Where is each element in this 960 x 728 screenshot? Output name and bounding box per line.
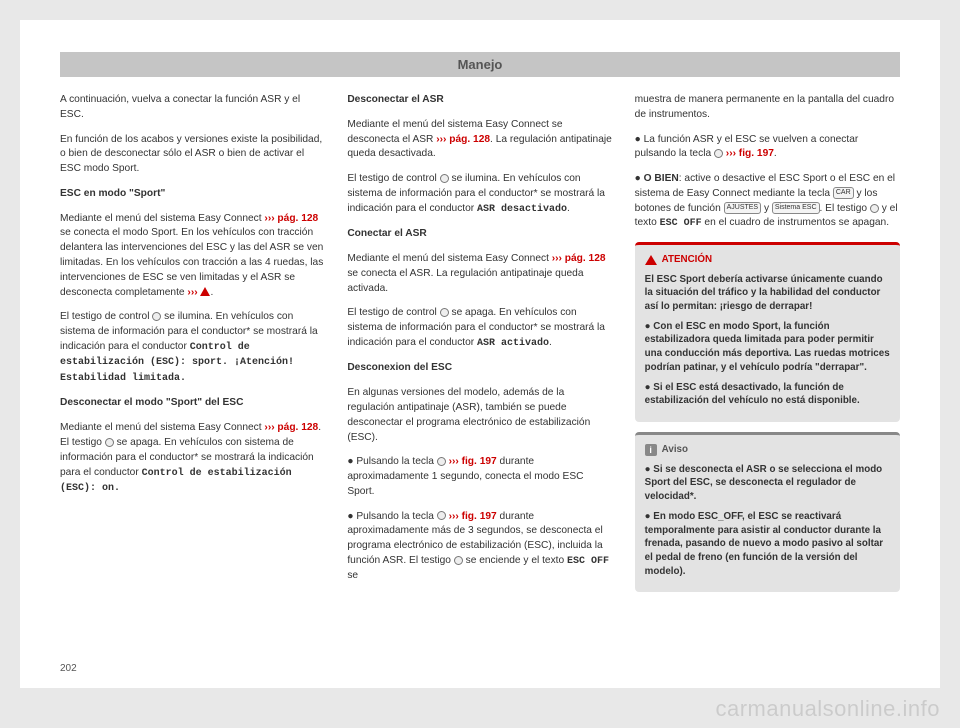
subheading: ESC en modo "Sport" [60,187,325,202]
text: El testigo de control [60,311,152,322]
paragraph: En función de los acabos y versiones exi… [60,133,325,177]
fig-ref-link[interactable]: ››› fig. 197 [449,456,497,467]
paragraph: A continuación, vuelva a conectar la fun… [60,93,325,123]
bullet-item: ● O BIEN: active o desactive el ESC Spor… [635,172,900,232]
notice-text: ● Si se desconecta el ASR o se seleccion… [645,463,890,504]
bullet-item: ● Pulsando la tecla ››› fig. 197 durante… [347,455,612,499]
esc-indicator-icon [152,312,161,321]
esc-indicator-icon [454,556,463,565]
bullet-item: ● Pulsando la tecla ››› fig. 197 durante… [347,510,612,585]
ajustes-button-icon: AJUSTES [724,202,762,214]
esc-indicator-icon [870,204,879,213]
page-ref-link[interactable]: ››› pág. 128 [264,422,318,433]
notice-title: i Aviso [645,443,890,457]
warning-text: El ESC Sport debería activarse únicament… [645,273,890,314]
page-ref-link[interactable]: ››› pág. 128 [264,213,318,224]
notice-text: ● En modo ESC_OFF, el ESC se reactivará … [645,510,890,579]
warning-box: ATENCIÓN El ESC Sport debería activarse … [635,242,900,422]
warning-text: ● Si el ESC está desactivado, la función… [645,381,890,408]
page-ref-link[interactable]: ››› pág. 128 [552,253,606,264]
fig-ref-link[interactable]: ››› fig. 197 [449,511,497,522]
notice-box: i Aviso ● Si se desconecta el ASR o se s… [635,432,900,592]
text-bold: O BIEN [644,173,679,184]
manual-page: Manejo A continuación, vuelva a conectar… [20,20,940,688]
paragraph: El testigo de control se apaga. En vehíc… [347,306,612,351]
subheading: Conectar el ASR [347,227,612,242]
text: . [567,203,570,214]
esc-button-icon [437,511,446,520]
text: se [347,570,358,581]
fig-ref-link[interactable]: ››› fig. 197 [726,148,774,159]
display-text: ASR activado [477,338,549,349]
text: se enciende y el texto [463,555,567,566]
subheading: Desconectar el ASR [347,93,612,108]
car-button-icon: CAR [833,187,854,199]
text: El testigo de control [347,173,439,184]
display-text: ASR desactivado [477,204,567,215]
page-ref-link[interactable]: ››› pág. 128 [436,134,490,145]
warning-triangle-icon [645,255,657,265]
bullet-item: ● La función ASR y el ESC se vuelven a c… [635,133,900,163]
text: y [761,203,772,214]
page-header: Manejo [60,52,900,77]
paragraph: El testigo de control se ilumina. En veh… [60,310,325,386]
text: . [210,287,213,298]
paragraph: Mediante el menú del sistema Easy Connec… [60,212,325,301]
subheading: Desconectar el modo "Sport" del ESC [60,396,325,411]
display-text: ESC OFF [567,556,609,567]
column-1: A continuación, vuelva a conectar la fun… [60,93,325,602]
subheading: Desconexion del ESC [347,361,612,376]
warning-triangle-icon [200,287,210,296]
watermark: carmanualsonline.info [715,696,940,722]
column-2: Desconectar el ASR Mediante el menú del … [347,93,612,602]
page-number: 202 [60,663,77,674]
text: Mediante el menú del sistema Easy Connec… [60,422,264,433]
text: Pulsando la tecla [356,456,436,467]
text: en el cuadro de instrumentos se apagan. [702,217,889,228]
esc-button-icon [437,457,446,466]
display-text: ESC OFF [660,218,702,229]
info-icon: i [645,444,657,456]
text: El testigo de control [347,307,439,318]
warning-text: ● Con el ESC en modo Sport, la función e… [645,320,890,375]
asr-indicator-icon [440,308,449,317]
paragraph: En algunas versiones del modelo, además … [347,386,612,445]
sistema-esc-button-icon: Sistema ESC [772,202,820,214]
paragraph: Mediante el menú del sistema Easy Connec… [347,252,612,296]
notice-title-text: Aviso [662,443,688,457]
text: Mediante el menú del sistema Easy Connec… [347,253,551,264]
esc-indicator-icon [105,438,114,447]
paragraph: Mediante el menú del sistema Easy Connec… [60,421,325,496]
text: . [774,148,777,159]
asr-indicator-icon [440,174,449,183]
paragraph: Mediante el menú del sistema Easy Connec… [347,118,612,162]
column-container: A continuación, vuelva a conectar la fun… [60,93,900,602]
paragraph: muestra de manera permanente en la panta… [635,93,900,123]
column-3: muestra de manera permanente en la panta… [635,93,900,602]
text: Mediante el menú del sistema Easy Connec… [60,213,264,224]
text: Pulsando la tecla [356,511,436,522]
warn-ref[interactable]: ››› [187,287,197,298]
warning-title: ATENCIÓN [645,253,890,267]
paragraph: El testigo de control se ilumina. En veh… [347,172,612,217]
text: . [549,337,552,348]
text: . El testigo [820,203,870,214]
esc-button-icon [714,149,723,158]
warning-title-text: ATENCIÓN [662,253,712,267]
text: se conecta el ASR. La regulación antipat… [347,268,583,294]
